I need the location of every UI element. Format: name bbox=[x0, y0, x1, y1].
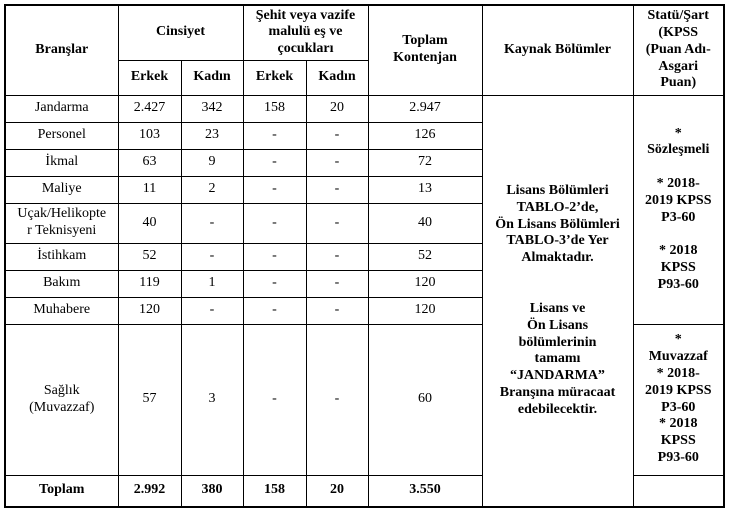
value-cell: - bbox=[180, 296, 244, 325]
value-cell: 342 bbox=[180, 94, 244, 123]
value-cell: 23 bbox=[180, 121, 244, 150]
table-row-personel: Personel 103 23 - - 126 bbox=[4, 121, 724, 150]
header-cinsiyet-erkek: Erkek bbox=[117, 59, 182, 96]
total-value-cell: 158 bbox=[242, 474, 307, 508]
value-cell: 103 bbox=[117, 121, 182, 150]
header-row-1: Branşlar Cinsiyet Şehit veya vazife malu… bbox=[4, 4, 725, 96]
value-cell: - bbox=[242, 323, 307, 476]
value-cell: 120 bbox=[367, 269, 483, 298]
value-cell: 120 bbox=[117, 296, 182, 325]
kaynak-bolumler-cell: Lisans Bölümleri TABLO-2’de, Ön Lisans B… bbox=[481, 94, 634, 508]
branch-name-cell: İstihkam bbox=[4, 242, 119, 271]
value-cell: 120 bbox=[367, 296, 483, 325]
value-cell: - bbox=[242, 269, 307, 298]
branch-name-cell: Bakım bbox=[4, 269, 119, 298]
total-value-cell: 3.550 bbox=[367, 474, 483, 508]
header-sehit-group: Şehit veya vazife malulü eş ve çocukları bbox=[242, 4, 369, 61]
value-cell: - bbox=[242, 242, 307, 271]
value-cell: - bbox=[305, 175, 369, 204]
value-cell: - bbox=[305, 202, 369, 244]
value-cell: 9 bbox=[180, 148, 244, 177]
value-cell: 2 bbox=[180, 175, 244, 204]
table-row-muhabere: Muhabere 120 - - - 120 bbox=[4, 296, 724, 325]
value-cell: 119 bbox=[117, 269, 182, 298]
value-cell: - bbox=[242, 175, 307, 204]
branch-name-cell: Maliye bbox=[4, 175, 119, 204]
value-cell: 126 bbox=[367, 121, 483, 150]
value-cell: 40 bbox=[367, 202, 483, 244]
value-cell: - bbox=[242, 296, 307, 325]
kaynak-paragraph-2: Lisans ve Ön Lisans bölümlerinin tamamı … bbox=[499, 300, 616, 417]
header-sehit-kadin: Kadın bbox=[305, 59, 369, 96]
value-cell: - bbox=[305, 296, 369, 325]
value-cell: - bbox=[305, 121, 369, 150]
header-sehit-erkek: Erkek bbox=[242, 59, 307, 96]
value-cell: - bbox=[180, 242, 244, 271]
branch-name-cell: Sağlık (Muvazzaf) bbox=[4, 323, 119, 476]
value-cell: - bbox=[180, 202, 244, 244]
statu-empty-cell bbox=[632, 474, 725, 508]
value-cell: 20 bbox=[305, 94, 369, 123]
header-statu-sart: Statü/Şart (KPSS (Puan Adı- Asgari Puan) bbox=[632, 4, 725, 96]
value-cell: - bbox=[242, 202, 307, 244]
branch-name-cell: Uçak/Helikopte r Teknisyeni bbox=[4, 202, 119, 244]
contingent-table: Branşlar Cinsiyet Şehit veya vazife malu… bbox=[4, 4, 725, 508]
value-cell: 11 bbox=[117, 175, 182, 204]
value-cell: 2.427 bbox=[117, 94, 182, 123]
header-cinsiyet-kadin: Kadın bbox=[180, 59, 244, 96]
value-cell: 1 bbox=[180, 269, 244, 298]
value-cell: 13 bbox=[367, 175, 483, 204]
value-cell: 3 bbox=[180, 323, 244, 476]
statu-sozlesmeli-cell: * Sözleşmeli * 2018- 2019 KPSS P3-60 * 2… bbox=[632, 94, 725, 325]
value-cell: 158 bbox=[242, 94, 307, 123]
header-kaynak-bolumler: Kaynak Bölümler bbox=[481, 4, 634, 96]
table-row-bakim: Bakım 119 1 - - 120 bbox=[4, 269, 724, 298]
table-row-toplam: Toplam 2.992 380 158 20 3.550 bbox=[4, 474, 725, 508]
branch-name-cell: Jandarma bbox=[4, 94, 119, 123]
value-cell: 40 bbox=[117, 202, 182, 244]
value-cell: 57 bbox=[117, 323, 182, 476]
value-cell: 52 bbox=[117, 242, 182, 271]
branch-name-cell: Personel bbox=[4, 121, 119, 150]
value-cell: - bbox=[305, 148, 369, 177]
statu-muvazzaf-cell: * Muvazzaf * 2018- 2019 KPSS P3-60 * 201… bbox=[632, 323, 725, 476]
kaynak-paragraph-1: Lisans Bölümleri TABLO-2’de, Ön Lisans B… bbox=[495, 182, 620, 266]
header-branslar: Branşlar bbox=[4, 4, 119, 96]
table-row-maliye: Maliye 11 2 - - 13 bbox=[4, 175, 724, 204]
value-cell: 63 bbox=[117, 148, 182, 177]
value-cell: 2.947 bbox=[367, 94, 483, 123]
total-value-cell: 2.992 bbox=[117, 474, 182, 508]
table-row-ucak-helikopter-teknisyeni: Uçak/Helikopte r Teknisyeni 40 - - - 40 bbox=[4, 202, 724, 244]
branch-name-cell: İkmal bbox=[4, 148, 119, 177]
total-value-cell: 20 bbox=[305, 474, 369, 508]
value-cell: 52 bbox=[367, 242, 483, 271]
value-cell: - bbox=[242, 121, 307, 150]
header-toplam-kontenjan: Toplam Kontenjan bbox=[367, 4, 483, 96]
branch-name-cell: Muhabere bbox=[4, 296, 119, 325]
value-cell: - bbox=[305, 269, 369, 298]
value-cell: - bbox=[305, 242, 369, 271]
header-row-2: Erkek Kadın Erkek Kadın bbox=[5, 59, 724, 96]
total-label-cell: Toplam bbox=[4, 474, 119, 508]
header-cinsiyet: Cinsiyet bbox=[117, 4, 244, 61]
total-value-cell: 380 bbox=[180, 474, 244, 508]
value-cell: 60 bbox=[367, 323, 483, 476]
value-cell: 72 bbox=[367, 148, 483, 177]
value-cell: - bbox=[305, 323, 369, 476]
value-cell: - bbox=[242, 148, 307, 177]
table-row-jandarma: Jandarma 2.427 342 158 20 2.947 Lisans B… bbox=[4, 94, 725, 508]
